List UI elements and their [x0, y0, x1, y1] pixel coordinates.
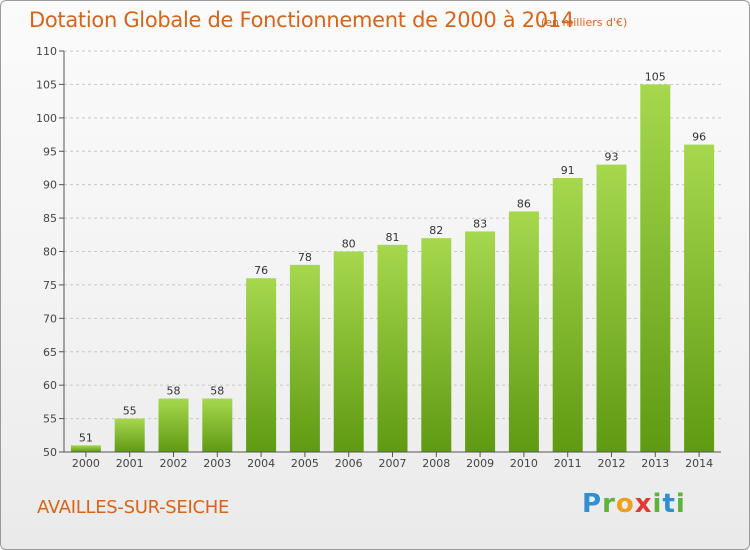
x-tick-label: 2001	[116, 457, 144, 470]
bar	[465, 231, 496, 452]
y-tick-label: 80	[43, 246, 57, 259]
chart-title: Dotation Globale de Fonctionnement de 20…	[29, 8, 574, 32]
x-tick-label: 2004	[247, 457, 275, 470]
bar	[596, 164, 627, 452]
data-label: 76	[254, 264, 268, 277]
x-tick-label: 2002	[160, 457, 188, 470]
y-tick-label: 100	[36, 112, 57, 125]
bar	[246, 278, 277, 452]
data-label: 80	[342, 238, 356, 251]
data-label: 91	[561, 164, 575, 177]
x-tick-label: 2012	[598, 457, 626, 470]
y-tick-label: 85	[43, 212, 57, 225]
bar	[114, 418, 145, 452]
x-tick-label: 2000	[72, 457, 100, 470]
data-label: 51	[79, 431, 93, 444]
data-label: 55	[123, 405, 137, 418]
bar	[158, 398, 189, 452]
chart-subtitle: (en milliers d'€)	[541, 16, 628, 29]
data-label: 82	[429, 224, 443, 237]
bar	[421, 238, 452, 452]
x-tick-label: 2008	[422, 457, 450, 470]
data-label: 58	[167, 385, 181, 398]
data-label: 58	[210, 385, 224, 398]
bar	[333, 251, 364, 452]
bar	[640, 84, 671, 453]
axis-layer: 50 55 60 65 70 75 80 85 90 95 100 105 110 2000 2001 200…	[36, 45, 721, 470]
x-tick-label: 2011	[554, 457, 582, 470]
y-tick-label: 60	[43, 379, 57, 392]
x-tick-label: 2010	[510, 457, 538, 470]
data-label: 78	[298, 251, 312, 264]
y-tick-label: 75	[43, 279, 57, 292]
y-tick-label: 95	[43, 145, 57, 158]
y-tick-label: 90	[43, 179, 57, 192]
x-tick-label: 2013	[641, 457, 669, 470]
bar	[684, 144, 715, 453]
data-label: 81	[386, 231, 400, 244]
data-label: 83	[473, 217, 487, 230]
bar	[289, 264, 320, 452]
y-tick-label: 50	[43, 446, 57, 459]
y-tick-label: 55	[43, 413, 57, 426]
x-tick-label: 2006	[335, 457, 363, 470]
y-tick-label: 70	[43, 312, 57, 325]
y-tick-label: 110	[36, 45, 57, 58]
data-label: 105	[645, 70, 666, 83]
bars-layer: 51 55 58 58 76 78 80 81 82 83 86 91 93 105 96	[70, 70, 715, 453]
data-label: 93	[605, 151, 619, 164]
x-tick-label: 2014	[685, 457, 713, 470]
x-tick-label: 2009	[466, 457, 494, 470]
proxiti-logo: Proxiti	[582, 489, 686, 519]
bar	[377, 244, 408, 452]
x-tick-label: 2007	[379, 457, 407, 470]
data-label: 96	[692, 131, 706, 144]
y-tick-label: 105	[36, 78, 57, 91]
bar	[70, 445, 101, 452]
x-tick-label: 2005	[291, 457, 319, 470]
bar	[508, 211, 539, 452]
bar	[202, 398, 233, 452]
bar	[552, 177, 583, 452]
commune-name: AVAILLES-SUR-SEICHE	[37, 497, 230, 518]
data-label: 86	[517, 197, 531, 210]
x-tick-label: 2003	[203, 457, 231, 470]
y-tick-label: 65	[43, 346, 57, 359]
